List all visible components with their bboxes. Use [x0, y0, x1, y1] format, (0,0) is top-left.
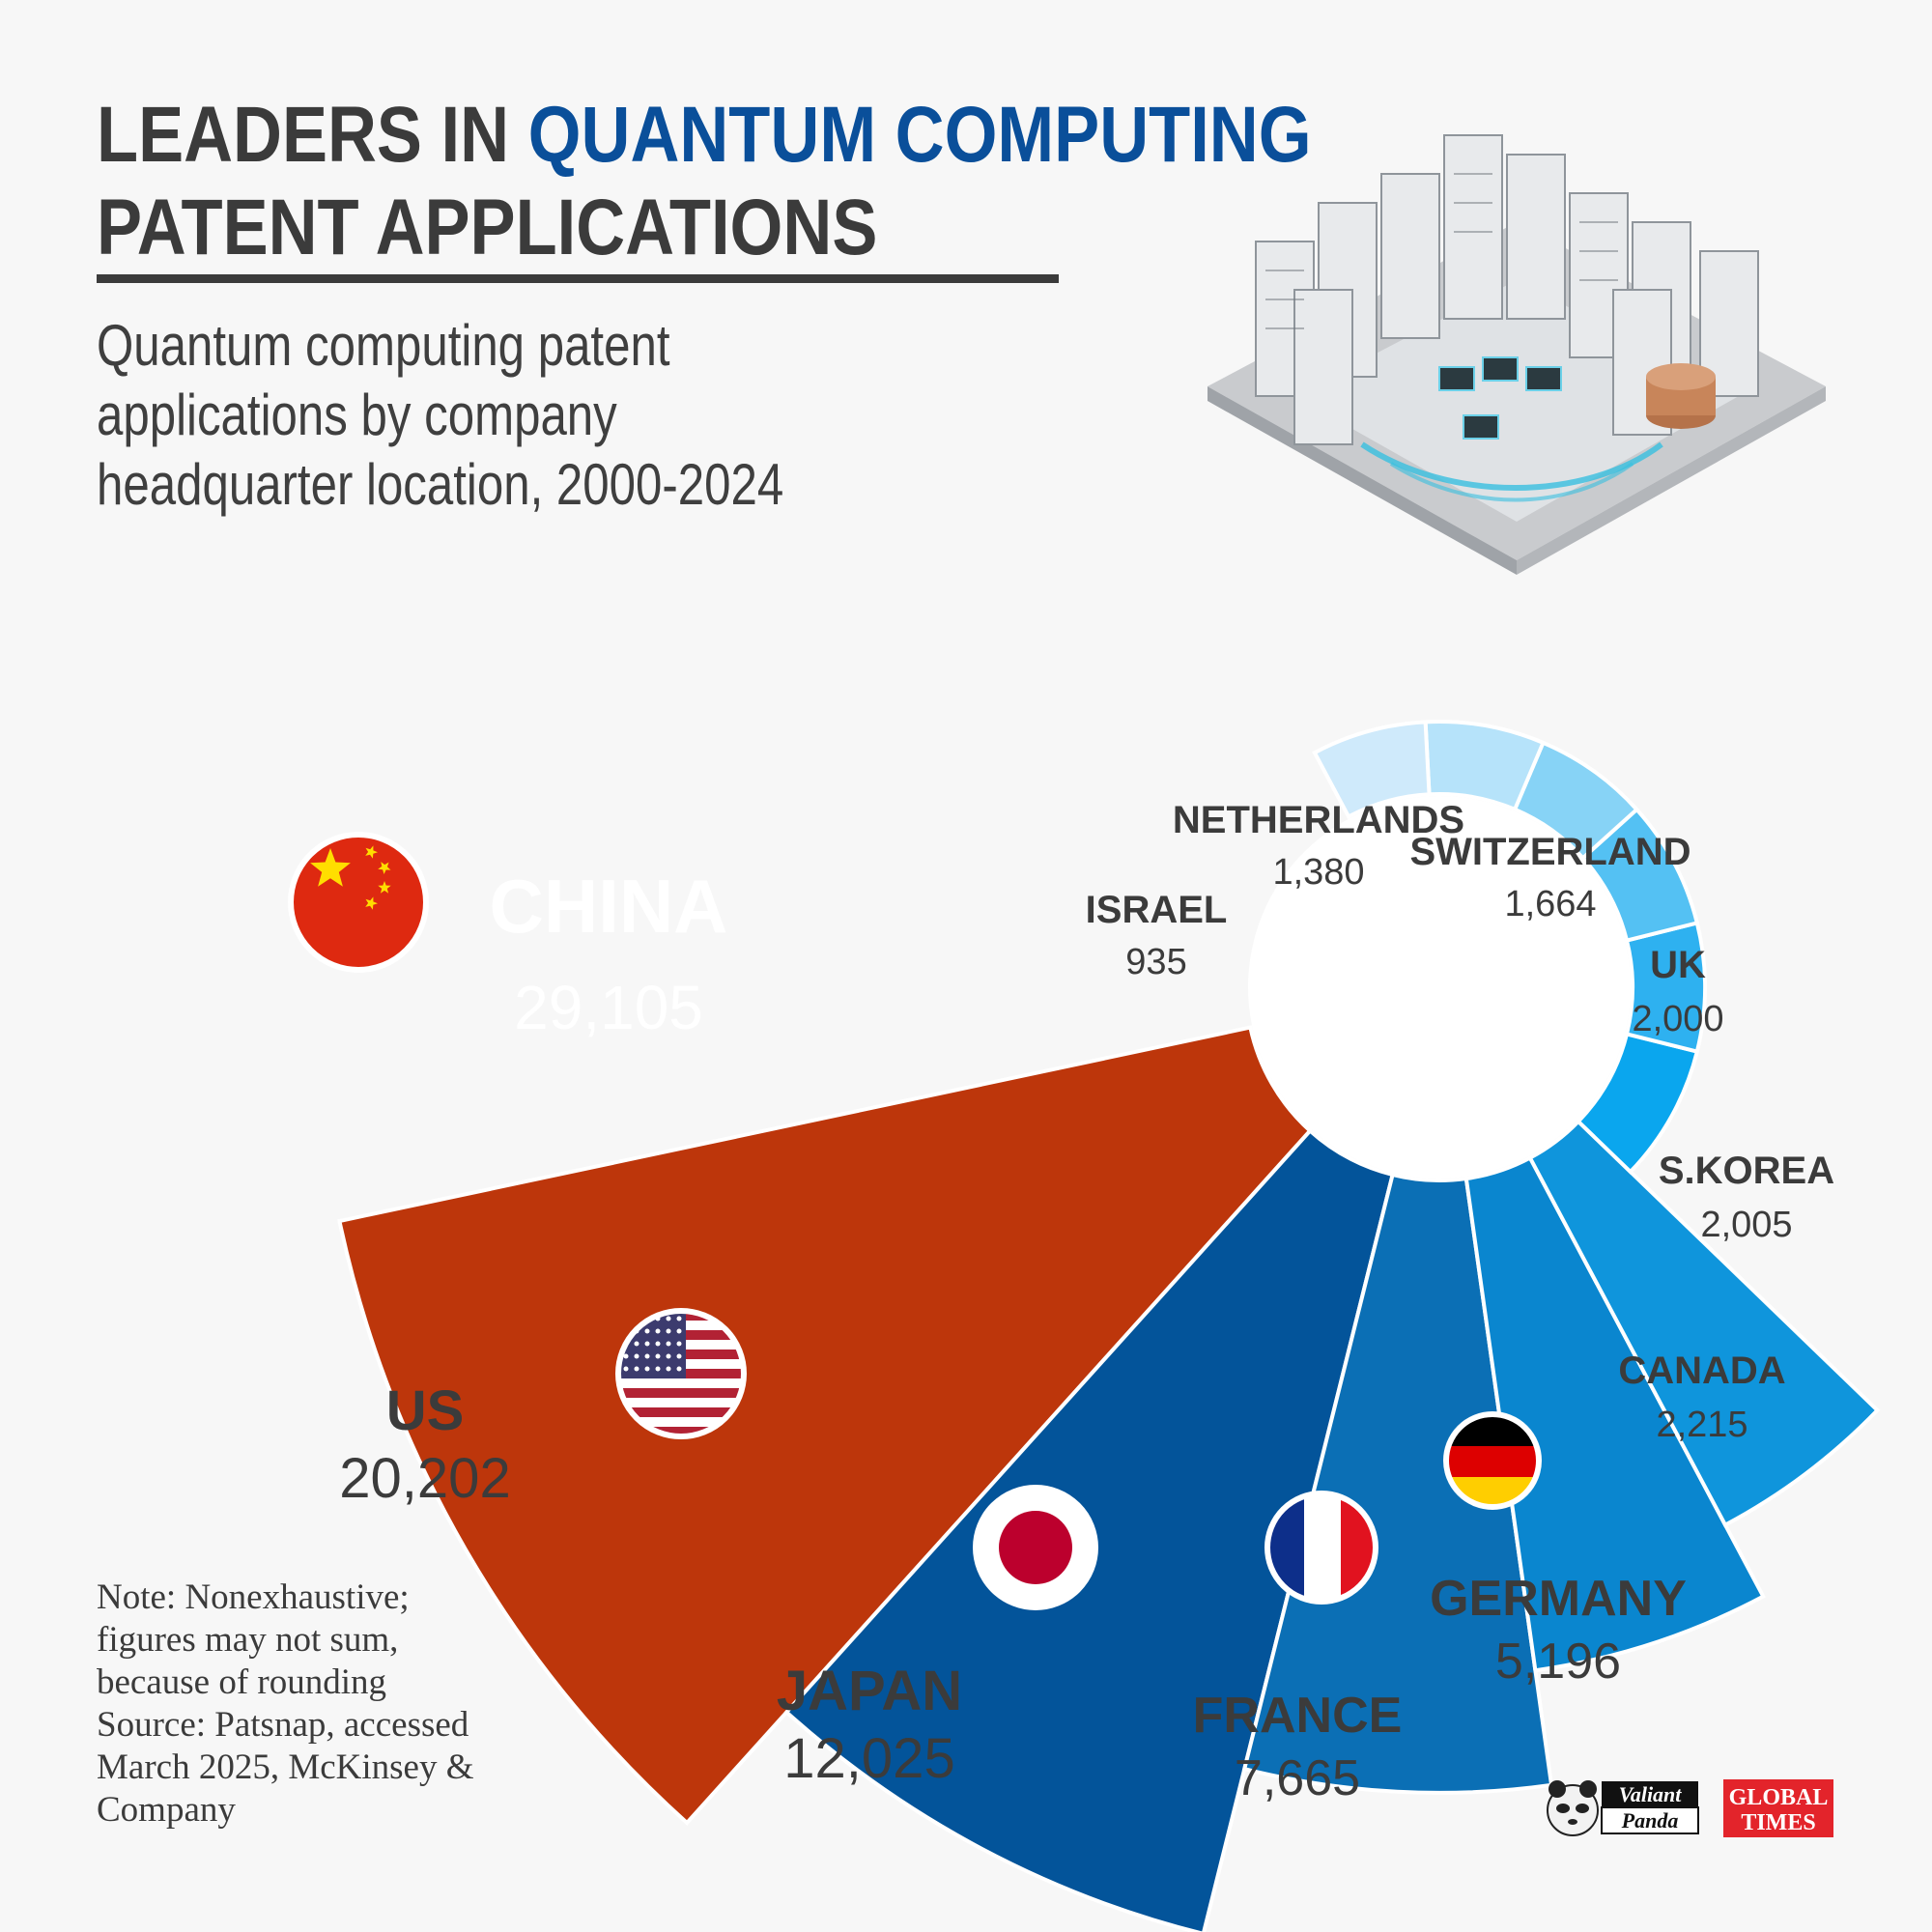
subtitle-line-1: Quantum computing patent — [97, 313, 670, 378]
donut-hole — [1248, 796, 1631, 1179]
japan-flag-icon — [973, 1485, 1098, 1610]
value-us: 20,202 — [339, 1447, 510, 1510]
data-center-illustration — [1208, 134, 1826, 575]
subtitle-line-3: headquarter location, 2000-2024 — [97, 452, 784, 517]
page-title: LEADERS IN QUANTUM COMPUTING PATENT APPL… — [97, 89, 1312, 274]
label-germany: GERMANY — [1430, 1571, 1687, 1627]
note-line-1: Note: Nonexhaustive; — [97, 1577, 410, 1617]
value-israel: 935 — [1125, 942, 1186, 982]
sector-china — [337, 1025, 1313, 1826]
label-japan: JAPAN — [777, 1660, 962, 1722]
source-line-1: Source: Patsnap, accessed — [97, 1705, 469, 1745]
value-s-korea: 2,005 — [1700, 1205, 1792, 1245]
valiant-panda-logo: Valiant Panda — [1547, 1780, 1699, 1836]
china-flag-icon — [288, 832, 429, 973]
sector-israel — [1312, 720, 1432, 820]
value-uk: 2,000 — [1632, 999, 1723, 1039]
label-s-korea: S.KOREA — [1659, 1150, 1834, 1192]
label-netherlands: NETHERLANDS — [1173, 799, 1464, 841]
subtitle-line-2: applications by company — [97, 383, 617, 447]
publisher-logos: Valiant Panda GLOBAL TIMES — [1547, 1779, 1833, 1837]
value-japan: 12,025 — [783, 1727, 954, 1790]
note-line-2: figures may not sum, — [97, 1620, 399, 1660]
chart-subtitle: Quantum computing patent applications by… — [97, 311, 810, 520]
france-flag-icon — [1264, 1491, 1378, 1605]
title-line-2: PATENT APPLICATIONS — [97, 184, 878, 271]
label-switzerland: SWITZERLAND — [1409, 831, 1690, 873]
label-france: FRANCE — [1193, 1688, 1403, 1744]
flags-group — [288, 832, 1542, 1610]
global-text: GLOBAL — [1729, 1785, 1829, 1810]
sector-germany — [1527, 1119, 1881, 1528]
value-netherlands: 1,380 — [1272, 852, 1364, 893]
value-switzerland: 1,664 — [1504, 884, 1596, 924]
label-china: CHINA — [490, 864, 728, 949]
note-line-3: because of rounding — [97, 1662, 387, 1702]
value-china: 29,105 — [514, 973, 703, 1042]
value-france: 7,665 — [1235, 1750, 1360, 1806]
value-canada: 2,215 — [1656, 1405, 1747, 1445]
title-divider — [97, 274, 1059, 283]
source-note: Note: Nonexhaustive; figures may not sum… — [97, 1577, 541, 1832]
germany-flag-icon — [1443, 1411, 1542, 1510]
source-line-2: March 2025, McKinsey & — [97, 1747, 474, 1787]
label-uk: UK — [1650, 944, 1706, 986]
title-part-1: LEADERS IN — [97, 91, 528, 179]
sector-france — [1463, 1154, 1766, 1673]
panda-text: Panda — [1621, 1808, 1679, 1833]
label-us: US — [386, 1379, 465, 1442]
label-israel: ISRAEL — [1086, 889, 1228, 931]
sector-japan — [1241, 1172, 1554, 1795]
global-times-logo: GLOBAL TIMES — [1723, 1779, 1833, 1837]
source-line-3: Company — [97, 1790, 236, 1830]
times-text: TIMES — [1741, 1810, 1815, 1835]
us-flag-icon — [615, 1308, 747, 1439]
title-accent: QUANTUM COMPUTING — [527, 91, 1312, 179]
valiant-text: Valiant — [1619, 1782, 1683, 1806]
label-canada: CANADA — [1618, 1350, 1785, 1392]
value-germany: 5,196 — [1495, 1634, 1621, 1690]
